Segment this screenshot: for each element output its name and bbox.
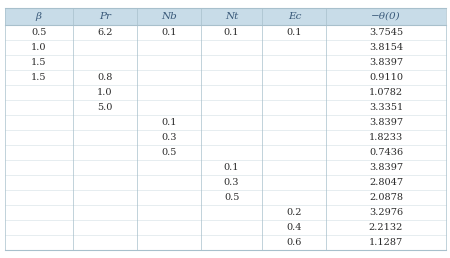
Text: 5.0: 5.0 xyxy=(97,103,112,112)
Text: 0.5: 0.5 xyxy=(224,193,239,202)
Text: 0.8: 0.8 xyxy=(97,73,112,82)
Text: β: β xyxy=(36,12,42,21)
Text: 3.3351: 3.3351 xyxy=(369,103,403,112)
Text: 0.2: 0.2 xyxy=(287,208,302,217)
Text: Nb: Nb xyxy=(161,12,177,21)
Text: 3.2976: 3.2976 xyxy=(369,208,403,217)
Text: 3.8154: 3.8154 xyxy=(369,43,403,52)
Text: 0.1: 0.1 xyxy=(287,28,302,37)
Text: 0.5: 0.5 xyxy=(31,28,46,37)
Text: Pr: Pr xyxy=(99,12,111,21)
Text: 1.5: 1.5 xyxy=(31,73,46,82)
Text: 0.1: 0.1 xyxy=(224,28,239,37)
Text: 1.5: 1.5 xyxy=(31,58,46,67)
Bar xyxy=(4,8,446,25)
Text: 3.8397: 3.8397 xyxy=(369,118,403,127)
Text: 1.8233: 1.8233 xyxy=(369,133,403,142)
Text: 0.1: 0.1 xyxy=(161,118,176,127)
Text: Ec: Ec xyxy=(288,12,301,21)
Text: 1.0: 1.0 xyxy=(97,88,112,97)
Text: 3.7545: 3.7545 xyxy=(369,28,403,37)
Text: 1.1287: 1.1287 xyxy=(369,238,403,247)
Text: 6.2: 6.2 xyxy=(97,28,112,37)
Text: 1.0782: 1.0782 xyxy=(369,88,403,97)
Text: 0.4: 0.4 xyxy=(287,223,302,232)
Text: 0.3: 0.3 xyxy=(224,178,239,187)
Text: 0.3: 0.3 xyxy=(161,133,176,142)
Text: 0.6: 0.6 xyxy=(287,238,302,247)
Text: 1.0: 1.0 xyxy=(31,43,46,52)
Text: 2.2132: 2.2132 xyxy=(369,223,403,232)
Text: 0.7436: 0.7436 xyxy=(369,148,403,157)
Text: 0.5: 0.5 xyxy=(161,148,176,157)
Text: 2.8047: 2.8047 xyxy=(369,178,403,187)
Text: −θ(0): −θ(0) xyxy=(371,12,401,21)
Text: 0.1: 0.1 xyxy=(161,28,176,37)
Text: 0.1: 0.1 xyxy=(224,163,239,172)
Text: 0.9110: 0.9110 xyxy=(369,73,403,82)
Text: 3.8397: 3.8397 xyxy=(369,163,403,172)
Text: 2.0878: 2.0878 xyxy=(369,193,403,202)
Text: 3.8397: 3.8397 xyxy=(369,58,403,67)
Text: Nt: Nt xyxy=(225,12,238,21)
